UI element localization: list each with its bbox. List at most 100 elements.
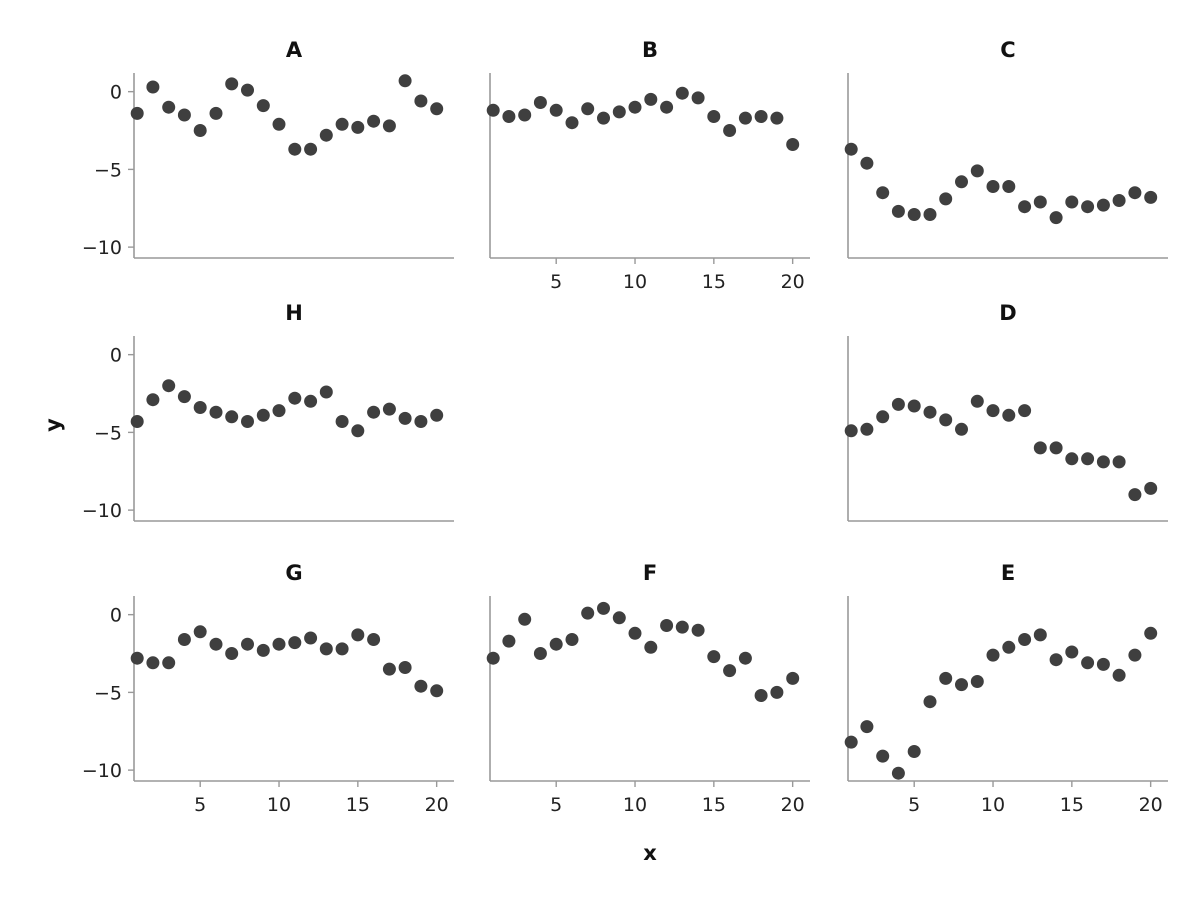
data-point (414, 94, 428, 108)
data-point (486, 103, 500, 117)
data-point (193, 625, 207, 639)
data-point (876, 186, 890, 200)
data-point (1128, 488, 1142, 502)
x-tick-label: 5 (550, 794, 562, 816)
data-point (1096, 657, 1110, 671)
x-tick-label: 20 (1139, 794, 1163, 816)
data-point (707, 110, 721, 123)
data-point (1049, 441, 1063, 455)
data-point (193, 124, 207, 137)
data-point (1081, 452, 1095, 466)
panel-d: D (844, 301, 1168, 522)
data-point (502, 634, 516, 648)
data-point (518, 612, 532, 626)
data-point (644, 92, 658, 106)
data-point (288, 142, 302, 156)
x-tick-label: 20 (781, 794, 805, 816)
data-point (612, 611, 626, 625)
x-tick-label: 10 (623, 794, 647, 816)
data-point (351, 628, 365, 642)
data-point (844, 142, 858, 156)
data-point (1033, 195, 1047, 209)
data-point (1144, 190, 1158, 204)
data-point (241, 637, 254, 651)
x-tick-label: 5 (908, 794, 920, 816)
x-tick-label: 15 (702, 794, 726, 816)
data-point (891, 204, 905, 218)
data-point (907, 208, 921, 221)
data-point (955, 678, 968, 692)
panel-title: B (642, 38, 658, 62)
data-point (1096, 198, 1110, 212)
x-tick-label: 20 (425, 794, 449, 816)
x-tick-label: 5 (194, 794, 206, 816)
data-point (660, 619, 674, 632)
data-point (256, 408, 270, 422)
data-point (304, 631, 318, 645)
data-point (986, 648, 1000, 662)
panel-title: E (1001, 561, 1015, 585)
data-point (1033, 441, 1047, 455)
data-point (1002, 180, 1016, 193)
data-point (430, 684, 444, 698)
data-point (241, 415, 254, 428)
data-point (351, 424, 365, 438)
data-point (876, 749, 890, 763)
x-tick-label: 10 (623, 271, 647, 293)
data-point (335, 642, 349, 656)
panel-a: A 0 −5 −10 (82, 38, 454, 259)
data-point (549, 637, 563, 651)
data-point (533, 647, 547, 660)
data-point (241, 83, 254, 97)
data-point (786, 671, 800, 685)
data-point (209, 405, 223, 419)
data-point (1144, 626, 1158, 640)
data-point (304, 394, 318, 408)
data-point (581, 606, 595, 620)
data-point (955, 422, 968, 436)
panel-title: D (999, 301, 1016, 325)
data-point (414, 415, 428, 428)
data-point (518, 108, 532, 122)
data-point (486, 651, 500, 665)
data-point (162, 100, 176, 114)
data-point (1018, 200, 1032, 214)
data-point (335, 117, 349, 131)
data-point (860, 422, 874, 436)
data-point (398, 74, 412, 88)
data-point (430, 102, 444, 116)
data-point (533, 96, 547, 109)
data-point (146, 80, 160, 94)
data-point (923, 695, 937, 709)
data-point (923, 208, 937, 221)
data-point (1065, 195, 1079, 209)
x-tick-label: 10 (267, 794, 291, 816)
data-point (939, 413, 953, 427)
data-point (660, 100, 674, 114)
data-point (770, 685, 784, 699)
data-point (162, 656, 176, 670)
x-tick-label: 10 (981, 794, 1005, 816)
data-point (860, 720, 874, 734)
data-point (1033, 628, 1047, 642)
x-tick-label: 15 (1060, 794, 1084, 816)
data-point (955, 175, 968, 189)
data-point (319, 385, 333, 399)
data-point (675, 620, 689, 634)
data-point (130, 651, 144, 665)
panel-title: C (1000, 38, 1015, 62)
data-point (382, 662, 396, 676)
data-point (1144, 481, 1158, 495)
data-point (1128, 648, 1142, 662)
data-point (628, 100, 642, 114)
x-tick-label: 15 (702, 271, 726, 293)
data-point (970, 675, 984, 688)
data-point (430, 408, 444, 422)
y-tick-label: 0 (110, 605, 122, 627)
data-point (738, 111, 752, 125)
data-point (770, 111, 784, 125)
data-point (367, 114, 381, 128)
panel-f: F 5 10 15 20 (486, 561, 810, 816)
panel-title: H (285, 301, 303, 325)
